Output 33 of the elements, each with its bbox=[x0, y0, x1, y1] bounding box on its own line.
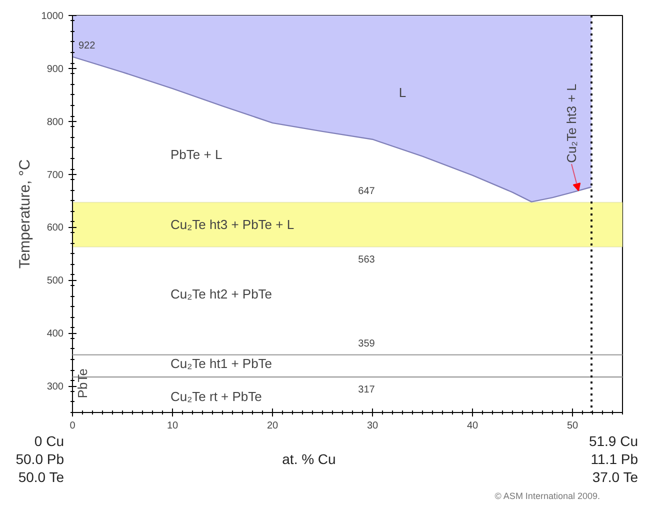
x-tick-label: 20 bbox=[266, 420, 278, 432]
y-tick-label: 400 bbox=[46, 328, 64, 340]
x-tick-label: 50 bbox=[566, 420, 578, 432]
annotation: Cu₂Te ht3 + PbTe + L bbox=[170, 217, 294, 232]
annotation: 359 bbox=[358, 338, 376, 350]
annotation: 563 bbox=[358, 254, 376, 266]
annotation: 317 bbox=[358, 384, 376, 396]
y-tick-label: 500 bbox=[46, 276, 64, 287]
x-tick-label: 0 bbox=[70, 420, 76, 432]
line-series bbox=[72, 56, 592, 202]
x-tick-label: 30 bbox=[366, 420, 378, 432]
annotation: Cu₂Te ht1 + PbTe bbox=[170, 356, 272, 371]
annotation: 922 bbox=[78, 40, 96, 52]
annotation: L bbox=[398, 84, 406, 100]
annotation: Cu₂Te ht2 + PbTe bbox=[170, 286, 272, 302]
y-tick-label: 700 bbox=[46, 170, 64, 181]
annotation: PbTe bbox=[75, 368, 90, 398]
annotation: 647 bbox=[358, 186, 376, 197]
x-axis-title: at. % Cu bbox=[282, 450, 336, 468]
text: 51.9 Cu 11.1 Pb 37.0 Te bbox=[588, 432, 638, 486]
annotation: Cu₂Te ht3 + L bbox=[564, 84, 579, 163]
x-tick-label: 10 bbox=[166, 420, 178, 432]
y-tick-label: 800 bbox=[46, 116, 64, 128]
y-axis-title: Temperature, °C bbox=[16, 159, 34, 269]
y-tick-label: 1000 bbox=[41, 11, 64, 22]
annotation: Cu₂Te rt + PbTe bbox=[170, 389, 262, 404]
y-tick-label: 600 bbox=[46, 222, 64, 234]
annotation: PbTe + L bbox=[170, 147, 222, 162]
y-tick-label: 300 bbox=[46, 382, 64, 393]
y-tick-label: 900 bbox=[46, 64, 64, 75]
text: © ASM International 2009. bbox=[494, 490, 600, 503]
x-tick-label: 40 bbox=[466, 420, 478, 432]
text: 0 Cu 50.0 Pb 50.0 Te bbox=[16, 432, 64, 486]
